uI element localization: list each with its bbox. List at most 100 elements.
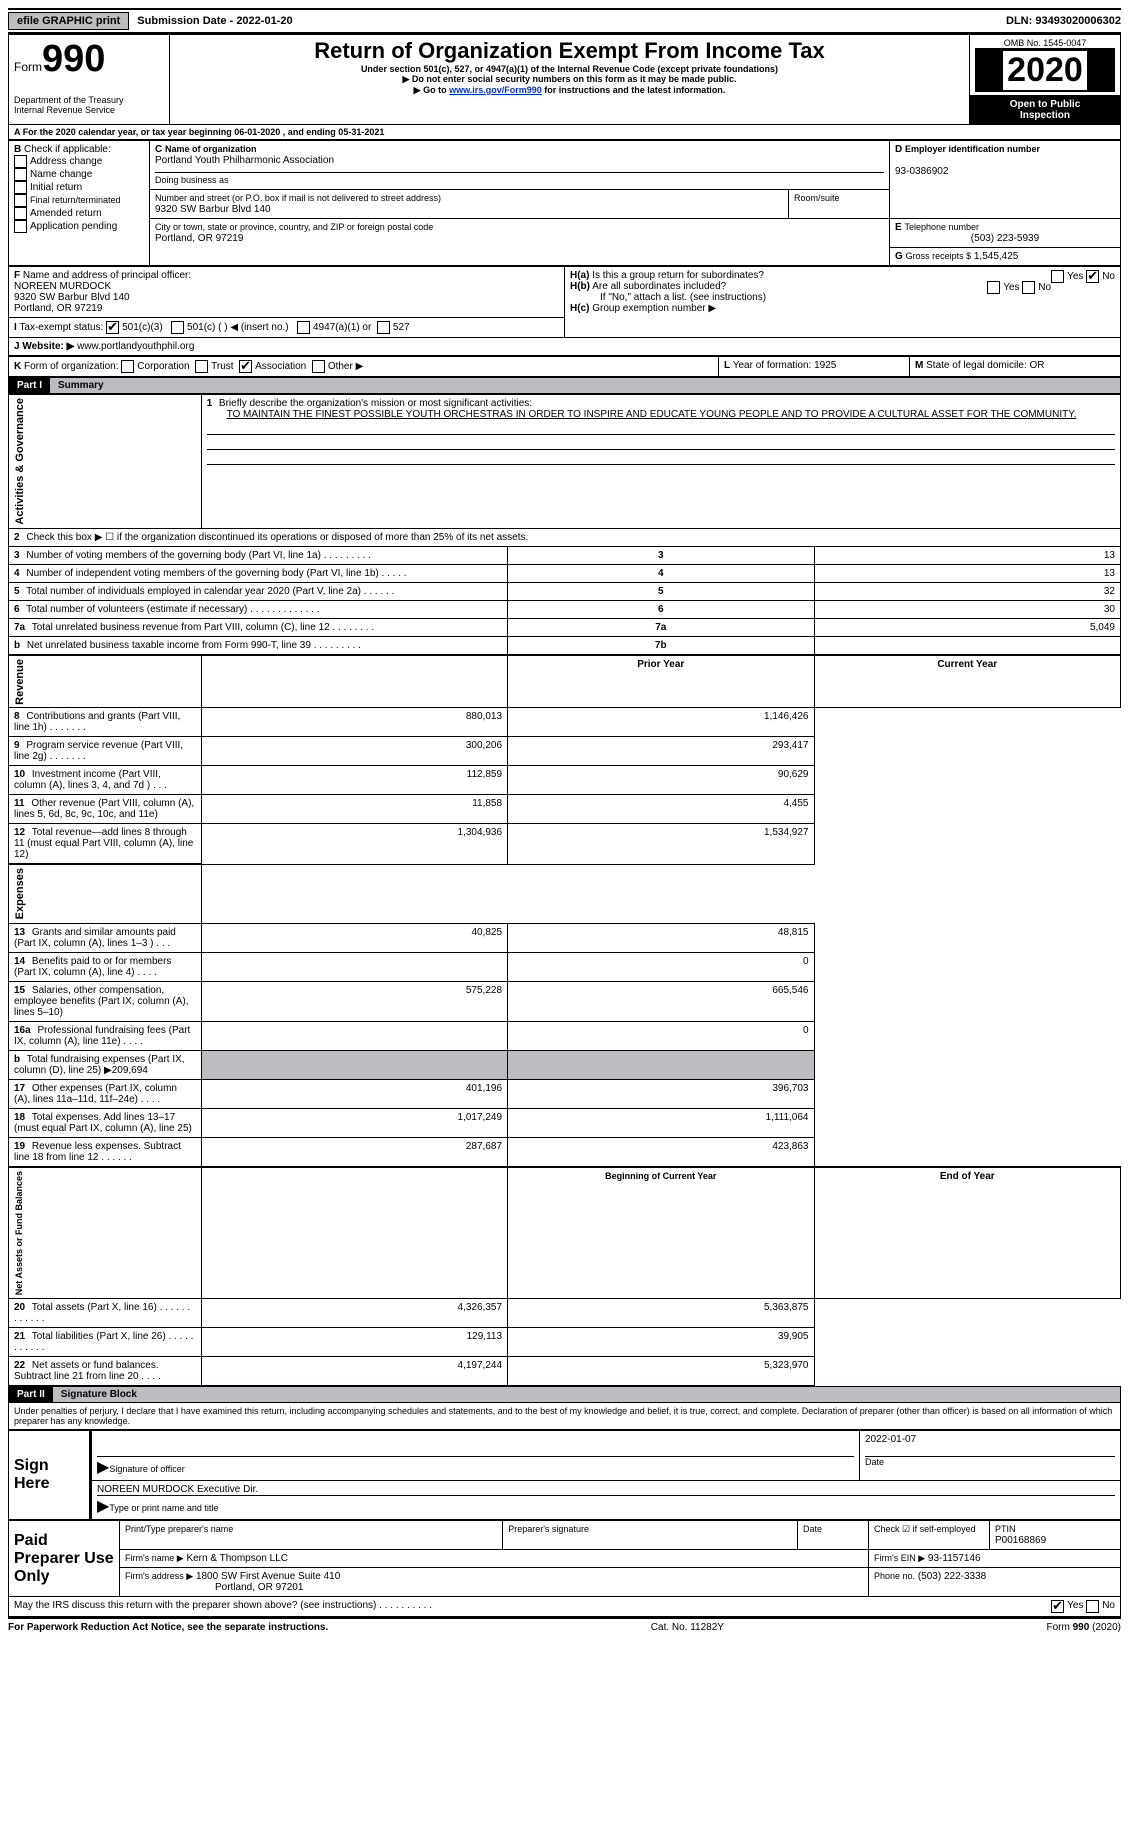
- firm-name: Kern & Thompson LLC: [186, 1553, 288, 1564]
- tax-year: 2020: [1001, 49, 1089, 92]
- hc-text: Group exemption number ▶: [592, 303, 716, 314]
- chk-initial-return[interactable]: [14, 181, 27, 194]
- firm-addr2: Portland, OR 97201: [215, 1582, 303, 1593]
- gov-row-text: Total number of volunteers (estimate if …: [26, 604, 319, 615]
- subtitle-3: ▶ Go to www.irs.gov/Form990 for instruct…: [175, 85, 964, 96]
- chk-other[interactable]: [312, 360, 325, 373]
- firm-ein-label: Firm's EIN ▶: [874, 1553, 925, 1563]
- officer-city: Portland, OR 97219: [14, 303, 102, 314]
- row-current: 48,815: [508, 923, 814, 952]
- part1-body: Activities & Governance 1 Briefly descri…: [8, 394, 1121, 1386]
- row-current: 90,629: [508, 766, 814, 795]
- discuss-text: May the IRS discuss this return with the…: [14, 1600, 1051, 1613]
- row-prior: 1,304,936: [201, 824, 507, 865]
- part1-header: Part I Summary: [8, 377, 1121, 394]
- prep-name-hdr: Print/Type preparer's name: [125, 1524, 233, 1534]
- chk-ha-no[interactable]: [1086, 270, 1099, 283]
- row-prior: 1,017,249: [201, 1108, 507, 1137]
- firm-phone-label: Phone no.: [874, 1571, 915, 1581]
- sign-date: 2022-01-07: [865, 1434, 1115, 1457]
- box-b-letter: B: [14, 144, 21, 155]
- form-number: 990: [42, 38, 105, 80]
- chk-name-change[interactable]: [14, 168, 27, 181]
- chk-hb-yes[interactable]: [987, 281, 1000, 294]
- sign-here-block: Sign Here ▶Signature of officer 2022-01-…: [8, 1430, 1121, 1520]
- row-prior: 40,825: [201, 923, 507, 952]
- sig-officer-label: Signature of officer: [109, 1464, 184, 1474]
- row-prior: 129,113: [201, 1328, 507, 1357]
- phone-label: Telephone number: [904, 222, 979, 232]
- form-label: Form: [14, 60, 42, 74]
- chk-501c3[interactable]: [106, 321, 119, 334]
- row-prior: [201, 1050, 507, 1079]
- dba-label: Doing business as: [155, 175, 229, 185]
- chk-discuss-yes[interactable]: [1051, 1600, 1064, 1613]
- firm-name-label: Firm's name ▶: [125, 1553, 184, 1563]
- row-prior: [201, 1021, 507, 1050]
- gov-row-text: Check this box ▶ ☐ if the organization d…: [26, 532, 528, 543]
- subtitle-2: ▶ Do not enter social security numbers o…: [175, 74, 964, 85]
- subtitle-1: Under section 501(c), 527, or 4947(a)(1)…: [175, 64, 964, 74]
- gross-label: Gross receipts $: [906, 251, 972, 261]
- irs-link[interactable]: www.irs.gov/Form990: [449, 85, 542, 95]
- row-current: 293,417: [508, 737, 814, 766]
- gov-row-val: 13: [814, 546, 1121, 564]
- line-klm: K Form of organization: Corporation Trus…: [8, 356, 1121, 377]
- part1-title: Summary: [50, 378, 1120, 393]
- chk-corp[interactable]: [121, 360, 134, 373]
- row-text: Total fundraising expenses (Part IX, col…: [14, 1054, 185, 1076]
- row-text: Program service revenue (Part VIII, line…: [14, 740, 183, 762]
- row-current: [508, 1050, 814, 1079]
- chk-ha-yes[interactable]: [1051, 270, 1064, 283]
- website-value: www.portlandyouthphil.org: [77, 341, 194, 352]
- chk-hb-no[interactable]: [1022, 281, 1035, 294]
- gov-row-val: 32: [814, 582, 1121, 600]
- chk-address-change[interactable]: [14, 155, 27, 168]
- chk-527[interactable]: [377, 321, 390, 334]
- row-text: Total revenue—add lines 8 through 11 (mu…: [14, 827, 193, 860]
- domicile-label: State of legal domicile:: [926, 360, 1027, 371]
- row-text: Total liabilities (Part X, line 26) . . …: [14, 1331, 193, 1353]
- officer-print-name: NOREEN MURDOCK Executive Dir.: [97, 1484, 1115, 1496]
- gov-row-box: 6: [508, 600, 814, 618]
- room-label: Room/suite: [794, 193, 840, 203]
- type-name-label: Type or print name and title: [109, 1503, 218, 1513]
- box-b-label: Check if applicable:: [24, 144, 111, 155]
- prep-date-hdr: Date: [803, 1524, 822, 1534]
- open-public-2: Inspection: [975, 110, 1115, 121]
- row-current: 1,111,064: [508, 1108, 814, 1137]
- row-prior: 300,206: [201, 737, 507, 766]
- row-text: Salaries, other compensation, employee b…: [14, 985, 189, 1018]
- part2-num: Part II: [9, 1387, 53, 1402]
- chk-amended-return[interactable]: [14, 207, 27, 220]
- row-current: 39,905: [508, 1328, 814, 1357]
- part1-num: Part I: [9, 378, 50, 393]
- chk-final-return[interactable]: [14, 194, 27, 207]
- prep-selfemp: Check ☑ if self-employed: [874, 1524, 976, 1534]
- form-header: Form990 Department of the Treasury Inter…: [8, 34, 1121, 125]
- line1-mission: TO MAINTAIN THE FINEST POSSIBLE YOUTH OR…: [227, 409, 1077, 420]
- open-public-1: Open to Public: [975, 99, 1115, 110]
- efile-print-button[interactable]: efile GRAPHIC print: [8, 12, 129, 30]
- row-prior: 287,687: [201, 1137, 507, 1167]
- dln-number: DLN: 93493020006302: [1006, 15, 1121, 27]
- footer-mid: Cat. No. 11282Y: [328, 1622, 1046, 1633]
- gov-row-box: 7b: [508, 636, 814, 655]
- row-current: 423,863: [508, 1137, 814, 1167]
- chk-4947[interactable]: [297, 321, 310, 334]
- ha-text: Is this a group return for subordinates?: [592, 270, 764, 281]
- chk-trust[interactable]: [195, 360, 208, 373]
- chk-discuss-no[interactable]: [1086, 1600, 1099, 1613]
- city-label: City or town, state or province, country…: [155, 222, 433, 232]
- governance-side-label: Activities & Governance: [14, 398, 26, 525]
- chk-application-pending[interactable]: [14, 220, 27, 233]
- paid-preparer-label: Paid Preparer Use Only: [9, 1521, 120, 1597]
- city-value: Portland, OR 97219: [155, 233, 243, 244]
- part2-header: Part II Signature Block: [8, 1386, 1121, 1403]
- chk-assoc[interactable]: [239, 360, 252, 373]
- firm-addr-label: Firm's address ▶: [125, 1571, 193, 1581]
- ptin-label: PTIN: [995, 1524, 1016, 1534]
- officer-name: NOREEN MURDOCK: [14, 281, 111, 292]
- hb-text: Are all subordinates included?: [592, 281, 726, 292]
- chk-501c[interactable]: [171, 321, 184, 334]
